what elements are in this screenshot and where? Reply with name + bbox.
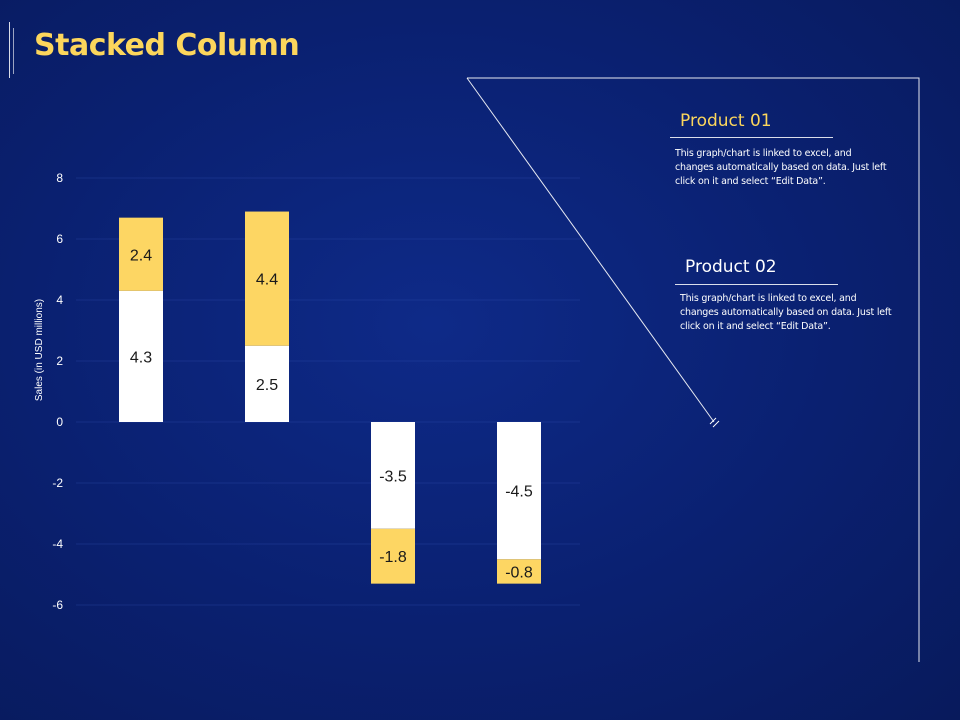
data-label: -4.5 — [505, 484, 533, 501]
y-tick-label: 0 — [56, 415, 63, 429]
data-label: 2.5 — [256, 377, 278, 394]
frame-outline — [467, 77, 920, 662]
decorative-frame — [466, 77, 920, 662]
title-accent-line-1 — [9, 22, 10, 78]
frame-tick-2 — [712, 420, 720, 428]
title-accent-bar — [9, 22, 14, 78]
legend-product-02-description: This graph/chart is linked to excel, and… — [680, 293, 892, 332]
legend-product-01-underline — [670, 137, 833, 138]
title-accent-line-2 — [13, 28, 14, 74]
frame-diagonal — [466, 77, 715, 423]
data-label: 2.4 — [130, 247, 152, 264]
bar-segment — [497, 559, 541, 584]
legend-product-01-title: Product 01 — [680, 111, 772, 131]
y-tick-label: 8 — [56, 171, 63, 185]
page-title: Stacked Column — [34, 28, 300, 63]
bar-segment — [245, 345, 289, 422]
y-tick-label: 6 — [56, 232, 63, 246]
y-axis-label: Sales (in USD millions) — [34, 299, 45, 401]
y-tick-label: 2 — [56, 354, 63, 368]
y-tick-label: -6 — [52, 598, 63, 612]
bar-segment — [119, 290, 163, 422]
y-tick-label: 4 — [56, 293, 63, 307]
label-layer: 8 6 4 2 0 -2 -4 -6 4.3 2.4 2.5 4.4 -3.5 -1.8 -4.5 -0.8 — [52, 171, 533, 612]
data-label: -0.8 — [505, 564, 533, 581]
bar-segment — [497, 422, 541, 560]
y-tick-label: -2 — [52, 476, 63, 490]
legend-product-02-title: Product 02 — [685, 257, 777, 277]
data-label: -1.8 — [379, 549, 407, 566]
bar-segment — [119, 217, 163, 291]
y-tick-label: -4 — [52, 537, 63, 551]
data-label: 4.3 — [130, 349, 152, 366]
data-label: 4.4 — [256, 272, 278, 289]
bar-segment — [245, 211, 289, 346]
bar-layer — [119, 211, 541, 584]
bar-segment — [371, 528, 415, 584]
grid-layer — [76, 177, 580, 606]
bar-segment — [371, 422, 415, 529]
frame-tick-1 — [709, 417, 717, 425]
legend-product-02-underline — [675, 284, 838, 285]
legend-product-01-description: This graph/chart is linked to excel, and… — [675, 148, 887, 187]
data-label: -3.5 — [379, 468, 407, 485]
